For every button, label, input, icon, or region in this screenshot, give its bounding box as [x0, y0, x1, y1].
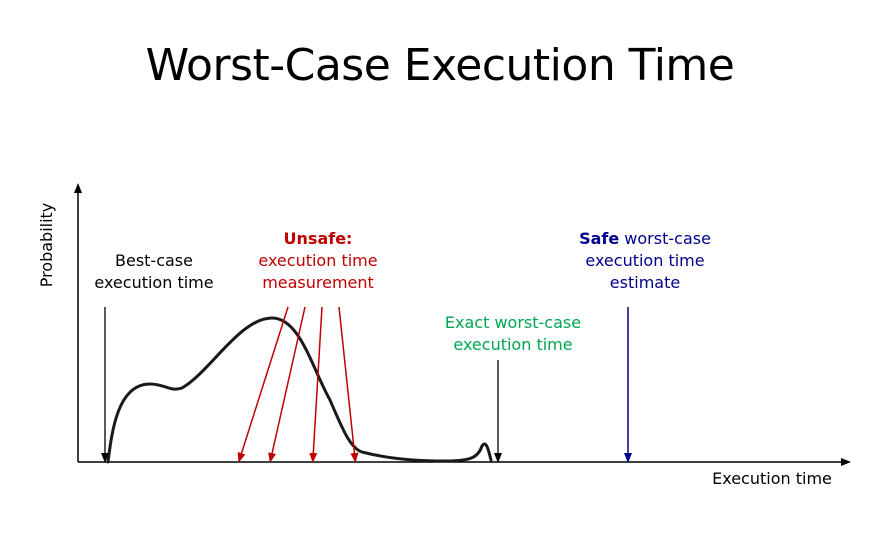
best-case-label: Best-case execution time — [94, 251, 214, 292]
x-axis-label: Execution time — [712, 469, 832, 488]
unsafe-arrow-4 — [338, 306, 359, 463]
diagram-title: Worst-Case Execution Time — [145, 40, 735, 91]
unsafe-arrow-1 — [237, 306, 289, 463]
unsafe-arrow-2 — [268, 306, 306, 463]
unsafe-arrow-3 — [309, 306, 323, 463]
y-axis-label: Probability — [37, 202, 56, 288]
safe-estimate-label: Safe worst-case execution time estimate — [579, 229, 711, 292]
exact-wcet-label: Exact worst-case execution time — [444, 313, 582, 354]
unsafe-measurement-label: Unsafe: execution time measurement — [258, 229, 378, 292]
